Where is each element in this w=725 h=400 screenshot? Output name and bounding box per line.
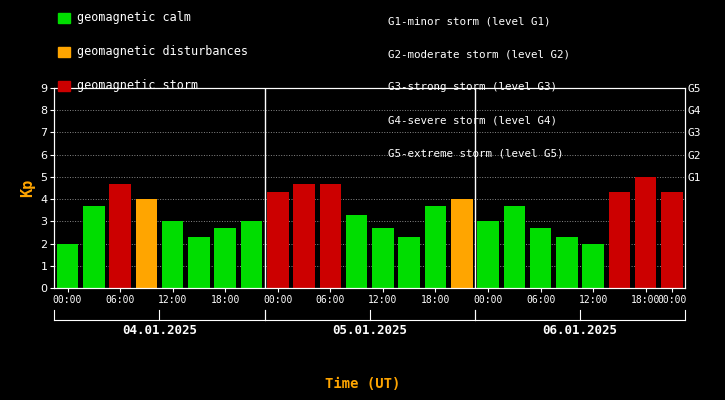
Text: 06.01.2025: 06.01.2025 — [542, 324, 618, 336]
Bar — [504, 206, 525, 288]
Bar — [294, 184, 315, 288]
Text: 05.01.2025: 05.01.2025 — [332, 324, 407, 336]
Bar — [57, 244, 78, 288]
Text: geomagnetic calm: geomagnetic calm — [77, 11, 191, 24]
Text: Time (UT): Time (UT) — [325, 377, 400, 391]
Bar — [477, 221, 499, 288]
Bar — [530, 228, 551, 288]
Text: G1-minor storm (level G1): G1-minor storm (level G1) — [388, 16, 550, 26]
Text: G4-severe storm (level G4): G4-severe storm (level G4) — [388, 116, 557, 126]
Bar — [609, 192, 630, 288]
Bar — [661, 192, 683, 288]
Bar — [372, 228, 394, 288]
Bar — [346, 215, 368, 288]
Text: 04.01.2025: 04.01.2025 — [122, 324, 197, 336]
Text: G3-strong storm (level G3): G3-strong storm (level G3) — [388, 82, 557, 92]
Bar — [136, 199, 157, 288]
Bar — [215, 228, 236, 288]
Bar — [425, 206, 446, 288]
Bar — [320, 184, 341, 288]
Text: geomagnetic storm: geomagnetic storm — [77, 79, 198, 92]
Bar — [635, 177, 656, 288]
Bar — [162, 221, 183, 288]
Bar — [451, 199, 473, 288]
Bar — [83, 206, 104, 288]
Text: G5-extreme storm (level G5): G5-extreme storm (level G5) — [388, 149, 563, 159]
Text: G2-moderate storm (level G2): G2-moderate storm (level G2) — [388, 49, 570, 59]
Bar — [556, 237, 578, 288]
Y-axis label: Kp: Kp — [20, 179, 35, 197]
Bar — [241, 221, 262, 288]
Bar — [109, 184, 130, 288]
Bar — [399, 237, 420, 288]
Bar — [267, 192, 289, 288]
Bar — [582, 244, 604, 288]
Bar — [188, 237, 210, 288]
Text: geomagnetic disturbances: geomagnetic disturbances — [77, 45, 248, 58]
